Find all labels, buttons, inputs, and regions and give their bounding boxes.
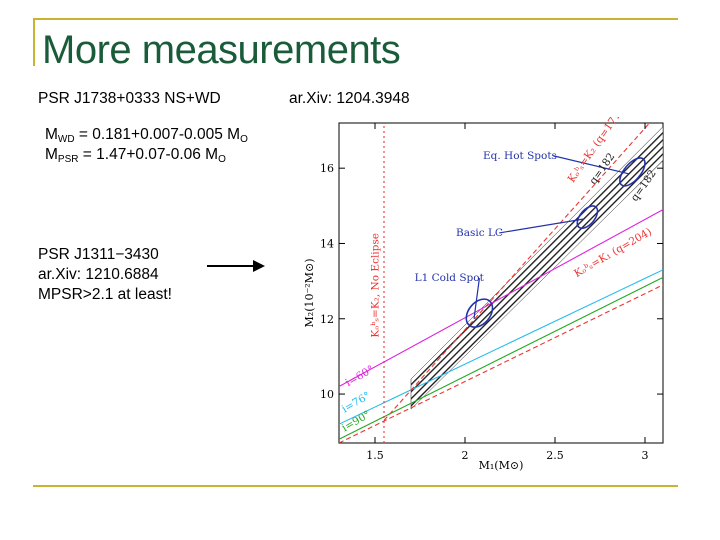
slide-title: More measurements — [42, 28, 401, 72]
psr2-note: MPSR>2.1 at least! — [38, 286, 172, 303]
annotation-pointer-2 — [473, 278, 480, 319]
x-tick-label-0: 1.5 — [366, 449, 384, 462]
annotation-label-1: Basic LC — [456, 227, 503, 239]
mpsr-measurement: MPSR = 1.47+0.07-0.06 MO — [45, 146, 226, 165]
series-line-1 — [339, 269, 663, 425]
annotation-pointer-1 — [499, 218, 584, 234]
series-line-4 — [383, 123, 651, 421]
psr1-name: PSR J1738+0333 NS+WD — [38, 90, 221, 107]
x-tick-label-1: 2 — [462, 449, 469, 462]
annotation-pointer-0 — [553, 155, 629, 175]
plot-frame — [338, 122, 664, 444]
frame-left-accent — [33, 18, 35, 66]
y-tick-label-0: 10 — [320, 388, 334, 401]
y-tick-label-3: 16 — [320, 162, 334, 175]
y-axis-label: M₂(10⁻²M⊙) — [303, 259, 316, 328]
mwd-measurement: MWD = 0.181+0.007-0.005 MO — [45, 126, 248, 145]
contour-ellipse-2 — [619, 157, 646, 187]
arrow-icon — [207, 260, 265, 272]
frame-bottom-line — [33, 485, 678, 487]
y-tick-label-2: 14 — [320, 237, 334, 250]
annotation-label-0: Eq. Hot Spots — [483, 150, 557, 162]
psr2-reference: ar.Xiv: 1210.6884 — [38, 266, 159, 283]
mass-mass-plot: Eq. Hot Spots Basic LC L1 Cold Spot Kₒᵇₛ=K₂… — [303, 117, 675, 477]
x-tick-label-3: 3 — [642, 449, 649, 462]
contour-ellipse-1 — [576, 205, 599, 230]
annotation-label-7: Kₒᵇₛ=K₂, No Eclipse — [370, 233, 382, 338]
y-tick-label-1: 12 — [320, 313, 334, 326]
x-axis-label: M₁(M⊙) — [479, 459, 524, 472]
series-line-0 — [339, 209, 663, 388]
psr2-name: PSR J1311−3430 — [38, 246, 159, 263]
x-tick-label-2: 2.5 — [546, 449, 564, 462]
psr1-reference: ar.Xiv: 1204.3948 — [289, 90, 410, 107]
annotation-label-2: L1 Cold Spot — [415, 272, 485, 284]
band-q-182 — [410, 126, 663, 410]
contour-ellipse-0 — [465, 298, 494, 328]
frame-top-line — [33, 18, 678, 20]
series-line-2 — [339, 276, 663, 440]
series-line-3 — [339, 284, 663, 443]
